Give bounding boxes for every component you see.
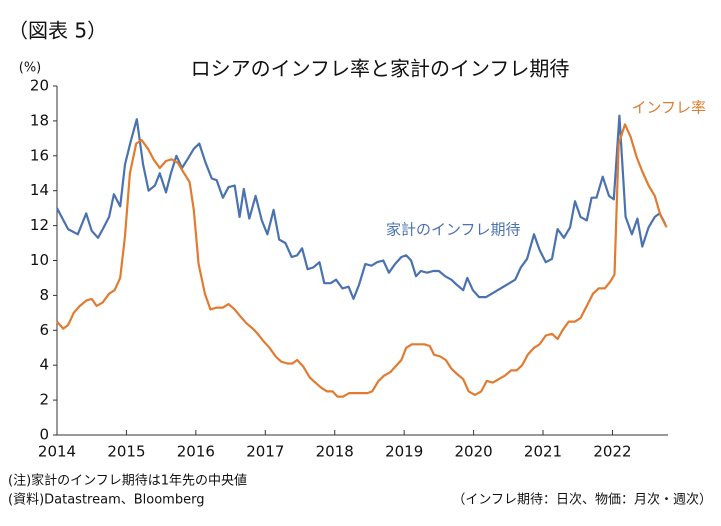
series-label: 家計のインフレ期待 [386, 221, 521, 239]
chart-title: ロシアのインフレ率と家計のインフレ期待 [191, 57, 570, 81]
source: (資料)Datastream、Bloomberg [8, 493, 204, 508]
y-tick-label: 20 [30, 77, 49, 95]
x-tick-label: 2017 [246, 443, 284, 461]
frequency-note: （インフレ期待：日次、物価：月次・週次） [452, 492, 712, 508]
series-line [56, 114, 667, 300]
y-tick-label: 8 [39, 286, 49, 304]
x-tick-label: 2018 [316, 443, 354, 461]
x-tick-label: 2015 [107, 443, 145, 461]
y-tick-label: 12 [30, 216, 49, 234]
y-tick-label: 16 [30, 146, 49, 164]
x-tick-label: 2019 [385, 443, 423, 461]
y-tick-label: 18 [30, 111, 49, 129]
x-tick-label: 2016 [177, 443, 215, 461]
y-tick-label: 14 [30, 181, 49, 199]
y-tick-label: 4 [39, 356, 49, 374]
figure-label: （図表 5） [8, 19, 107, 43]
y-tick-label: 2 [39, 391, 49, 409]
x-tick-label: 2014 [38, 443, 76, 461]
y-tick-label: 10 [30, 251, 49, 269]
x-tick-label: 2022 [593, 443, 631, 461]
series-label: インフレ率 [631, 99, 706, 117]
y-tick-label: 6 [39, 321, 49, 339]
note: (注)家計のインフレ期待は1年先の中央値 [8, 473, 247, 489]
x-tick-label: 2021 [524, 443, 562, 461]
x-tick-label: 2020 [454, 443, 492, 461]
y-tick-label: 0 [39, 426, 49, 444]
y-unit: (%) [19, 61, 42, 76]
series-line [56, 123, 668, 398]
